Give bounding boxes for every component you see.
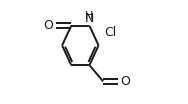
Text: N: N <box>85 12 94 25</box>
Text: H: H <box>85 11 94 21</box>
Text: O: O <box>43 19 53 32</box>
Text: Cl: Cl <box>105 26 117 39</box>
Text: O: O <box>120 75 130 88</box>
